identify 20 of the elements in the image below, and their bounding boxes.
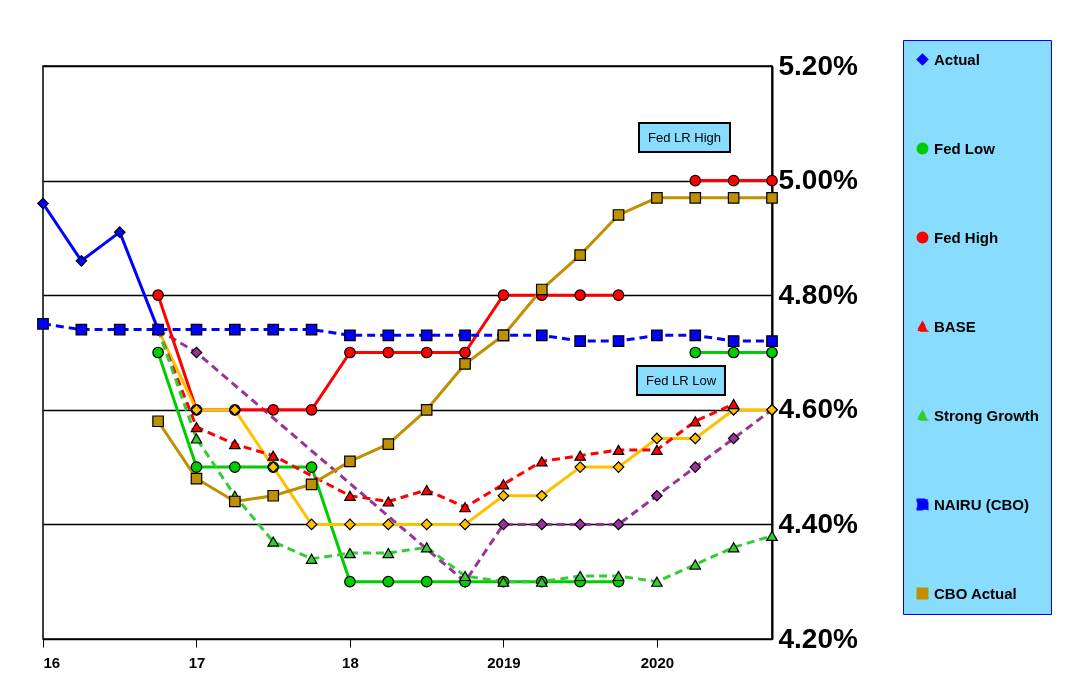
x-tick-label: 17 xyxy=(188,653,206,671)
y-tick-label: 5.00% xyxy=(778,164,858,196)
y-tick-label: 4.40% xyxy=(778,507,858,539)
legend-label: CBO Actual xyxy=(934,584,1017,602)
y-tick-label: 4.60% xyxy=(778,393,858,425)
x-tick-label: 16 xyxy=(43,653,61,671)
annotation: Fed LR Low xyxy=(636,365,727,396)
annotation: Fed LR High xyxy=(638,122,731,153)
y-tick-label: 5.20% xyxy=(778,49,858,81)
legend-label: Strong Growth xyxy=(934,406,1039,424)
legend-label: BASE xyxy=(934,317,976,335)
legend-label: NAIRU (CBO) xyxy=(934,495,1029,513)
y-tick-label: 4.80% xyxy=(778,278,858,310)
legend-label: Actual xyxy=(934,50,980,68)
legend-label: Fed High xyxy=(934,228,999,246)
y-tick-label: 4.20% xyxy=(778,622,858,654)
legend-label: Fed Low xyxy=(934,139,996,157)
x-tick-label: 2020 xyxy=(640,653,675,671)
x-tick-label: 2019 xyxy=(487,653,521,671)
x-tick-label: 18 xyxy=(342,653,359,671)
